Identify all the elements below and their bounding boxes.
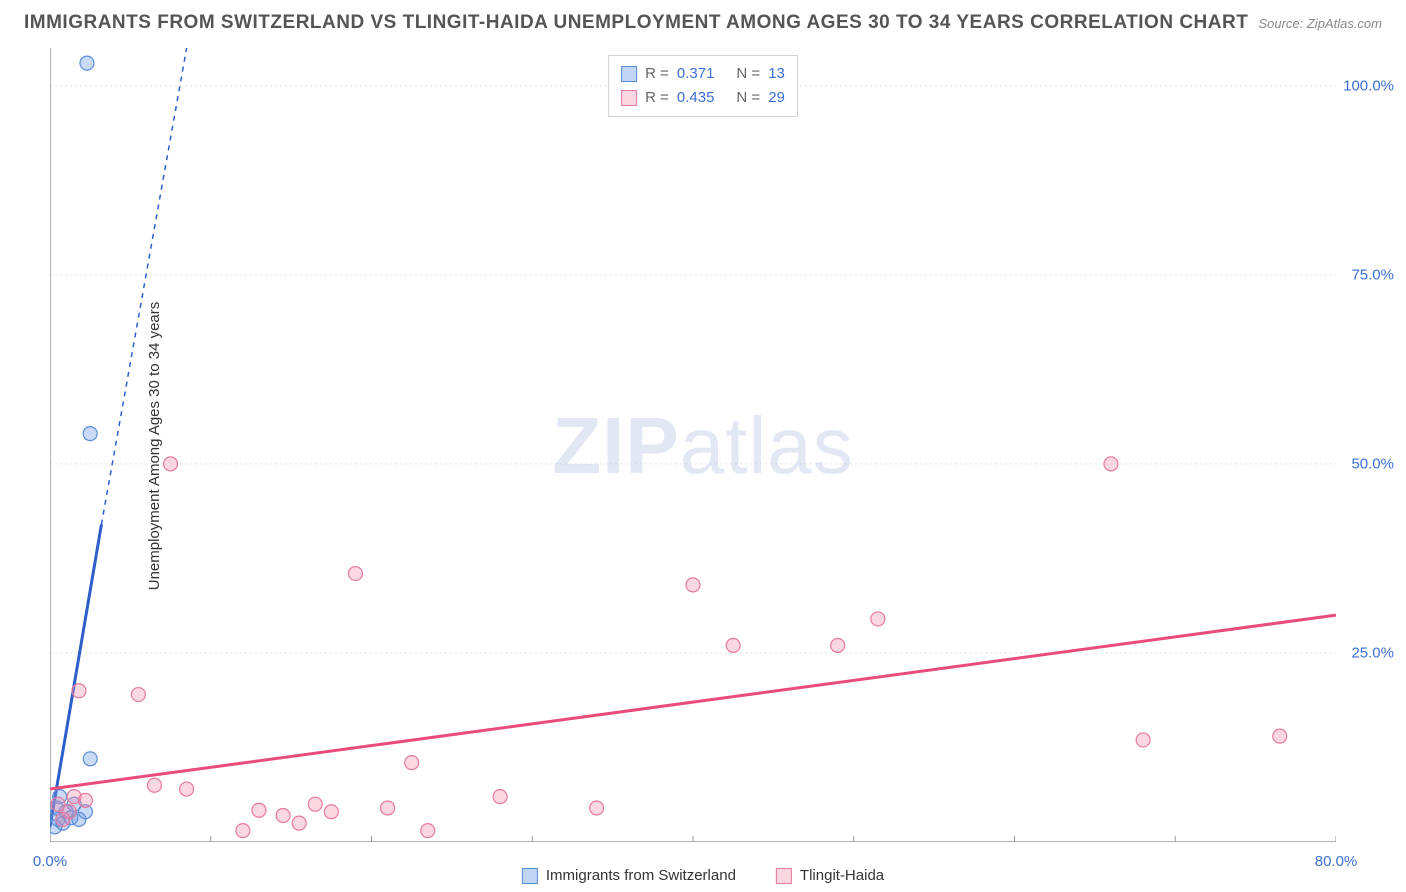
swatch-blue-icon [621,66,637,82]
source-name: ZipAtlas.com [1307,16,1382,31]
legend-item-blue: Immigrants from Switzerland [522,867,736,884]
y-tick-label: 50.0% [1351,455,1394,472]
x-tick-label: 0.0% [33,853,67,870]
chart-plot-area [50,48,1336,842]
r-label: R = [645,86,669,110]
legend-row-blue: R = 0.371 N = 13 [621,62,785,86]
y-tick-label: 75.0% [1351,266,1394,283]
correlation-legend: R = 0.371 N = 13 R = 0.435 N = 29 [608,55,798,117]
swatch-blue-icon [522,868,538,884]
y-tick-label: 100.0% [1343,77,1394,94]
swatch-pink-icon [621,90,637,106]
source-prefix: Source: [1258,16,1306,31]
source-attribution: Source: ZipAtlas.com [1258,16,1382,31]
x-tick-label: 80.0% [1315,853,1358,870]
r-label: R = [645,62,669,86]
series-legend: Immigrants from Switzerland Tlingit-Haid… [522,867,884,884]
legend-label-pink: Tlingit-Haida [800,867,884,884]
chart-title: IMMIGRANTS FROM SWITZERLAND VS TLINGIT-H… [24,12,1248,34]
n-label: N = [736,86,760,110]
n-value-pink: 29 [768,86,785,110]
legend-item-pink: Tlingit-Haida [776,867,884,884]
legend-label-blue: Immigrants from Switzerland [546,867,736,884]
scatter-plot-svg [50,48,1336,842]
swatch-pink-icon [776,868,792,884]
legend-row-pink: R = 0.435 N = 29 [621,86,785,110]
n-label: N = [736,62,760,86]
n-value-blue: 13 [768,62,785,86]
r-value-blue: 0.371 [677,62,715,86]
y-tick-label: 25.0% [1351,644,1394,661]
r-value-pink: 0.435 [677,86,715,110]
